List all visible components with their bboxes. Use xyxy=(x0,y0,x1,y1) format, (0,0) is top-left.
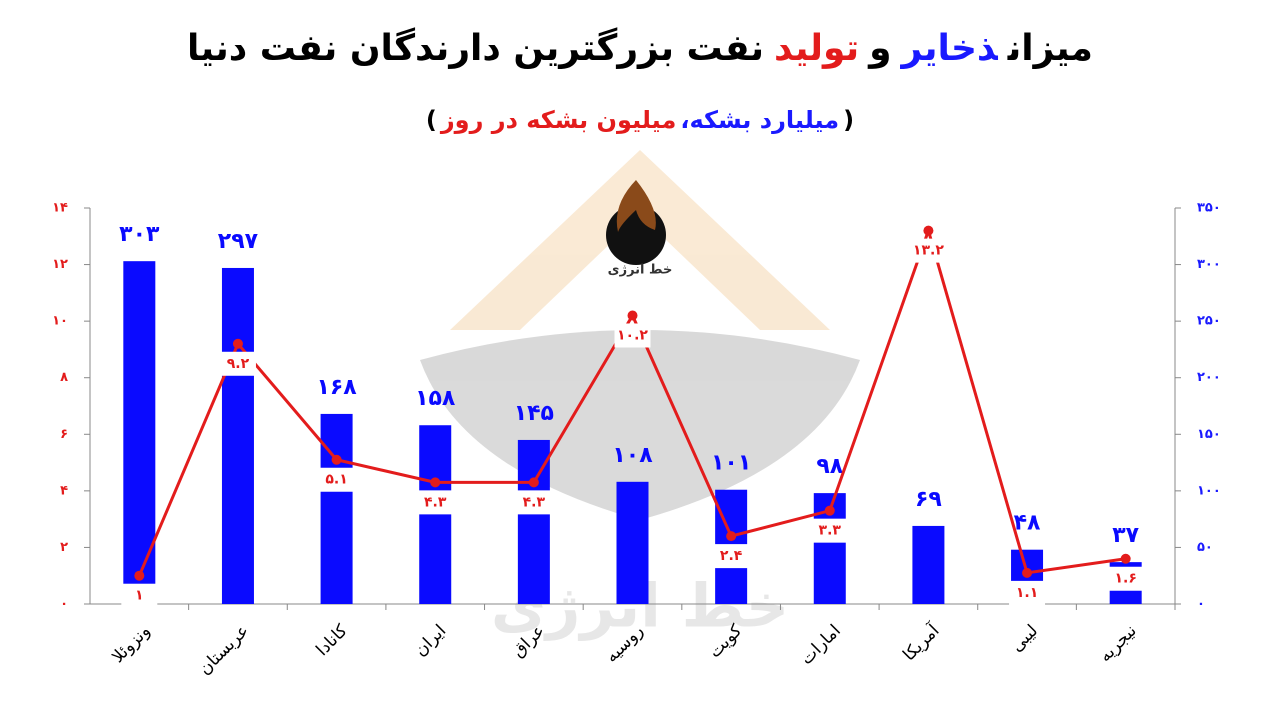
x-tick-label: امارات xyxy=(797,621,845,669)
line-marker xyxy=(627,310,638,321)
y2-tick-label: ۰ xyxy=(1197,597,1205,612)
bar-value-label: ۱۰۱ xyxy=(711,451,751,476)
line-value-label: ۴.۳ xyxy=(424,494,447,510)
subtitle-part: ) xyxy=(425,106,437,134)
label-box xyxy=(515,490,552,515)
label-box xyxy=(910,238,947,263)
line-marker xyxy=(232,338,243,349)
line-value-label: ۲.۴ xyxy=(720,548,743,564)
y-tick-label: ۱۰ xyxy=(52,314,68,329)
line-marker xyxy=(923,225,934,236)
x-tick-label: لیبی xyxy=(1007,621,1042,656)
y2-tick-label: ۳۵۰ xyxy=(1197,201,1221,216)
y-tick-label: ۲ xyxy=(60,540,68,555)
line-value-label: ۱ xyxy=(135,588,144,604)
subtitle-part: میلیارد بشکه، xyxy=(680,106,840,134)
y2-tick-label: ۱۵۰ xyxy=(1197,427,1221,442)
y2-tick-label: ۲۵۰ xyxy=(1197,314,1221,329)
bar-value-label: ۴۸ xyxy=(1014,511,1041,536)
y-tick-label: ۰ xyxy=(60,597,68,612)
y-tick-label: ۴ xyxy=(60,483,68,498)
y2-tick-label: ۱۰۰ xyxy=(1197,483,1221,498)
label-box xyxy=(121,583,158,608)
line-marker xyxy=(430,477,441,488)
subtitle-part: میلیون بشکه در روز xyxy=(440,106,677,134)
y-tick-label: ۶ xyxy=(60,427,68,442)
bar-value-label: ۳۷ xyxy=(1112,523,1139,548)
chart-title: میزانذخایروتولیدنفت بزرگترین دارندگان نف… xyxy=(0,28,1280,69)
label-box xyxy=(219,351,256,376)
line-marker xyxy=(528,477,539,488)
y2-tick-label: ۵۰ xyxy=(1197,540,1213,555)
bar-value-label: ۱۴۵ xyxy=(514,401,554,426)
subtitle-part: ( xyxy=(843,106,855,134)
line-marker xyxy=(331,454,342,465)
title-part: تولید xyxy=(774,28,860,69)
line-value-label: ۱۳.۲ xyxy=(913,243,944,259)
line-value-label: ۴.۳ xyxy=(523,494,546,510)
title-part: و xyxy=(869,28,892,69)
bar-value-label: ۹۸ xyxy=(816,454,843,479)
title-part: میزان xyxy=(1007,28,1093,69)
label-box xyxy=(713,544,750,569)
y-tick-label: ۱۲ xyxy=(52,257,68,272)
label-box xyxy=(1009,580,1046,605)
bar xyxy=(320,413,353,604)
line-value-label: ۱.۱ xyxy=(1016,585,1038,601)
bar-value-label: ۱۵۸ xyxy=(415,386,456,411)
line-value-label: ۱.۶ xyxy=(1114,571,1136,587)
label-box xyxy=(318,467,355,492)
bar-value-label: ۶۹ xyxy=(915,487,942,512)
bar xyxy=(221,267,254,604)
bar xyxy=(419,425,452,604)
line-value-label: ۹.۲ xyxy=(227,356,250,372)
title-part: ذخایر xyxy=(901,28,998,69)
x-tick-label: ایران xyxy=(411,621,451,661)
label-box xyxy=(614,323,651,348)
logo-text: خط انرژی xyxy=(608,263,673,278)
line-value-label: ۳.۳ xyxy=(819,523,842,539)
bar-value-label: ۲۹۷ xyxy=(218,229,259,254)
bar xyxy=(616,481,649,604)
x-tick-label: کانادا xyxy=(312,620,352,660)
x-tick-label: نیجریه xyxy=(1095,621,1140,666)
x-tick-label: ونزوئلا xyxy=(108,621,154,667)
line-marker xyxy=(134,570,145,581)
y2-tick-label: ۳۰۰ xyxy=(1197,257,1221,272)
line-value-label: ۱۰.۲ xyxy=(617,327,648,343)
bar-value-label: ۳۰۳ xyxy=(119,222,160,247)
line-marker xyxy=(1022,567,1033,578)
line-marker xyxy=(726,531,737,542)
chart-subtitle: (میلیارد بشکه،میلیون بشکه در روز) xyxy=(0,106,1280,134)
y-tick-label: ۱۴ xyxy=(52,201,68,216)
label-box xyxy=(811,518,848,543)
bar-value-label: ۱۶۸ xyxy=(316,375,357,400)
line-marker xyxy=(1120,553,1131,564)
line-value-label: ۵.۱ xyxy=(325,472,347,488)
title-part: نفت بزرگترین دارندگان نفت دنیا xyxy=(187,28,765,69)
y2-tick-label: ۲۰۰ xyxy=(1197,370,1221,385)
y-tick-label: ۸ xyxy=(60,370,68,385)
line-marker xyxy=(824,505,835,516)
label-box xyxy=(417,490,454,515)
x-tick-label: عربستان xyxy=(195,621,253,679)
bar xyxy=(912,525,945,604)
bar xyxy=(517,439,550,604)
bar-value-label: ۱۰۸ xyxy=(612,443,653,468)
x-tick-label: آمریکا xyxy=(898,619,945,666)
label-box xyxy=(1107,566,1144,591)
